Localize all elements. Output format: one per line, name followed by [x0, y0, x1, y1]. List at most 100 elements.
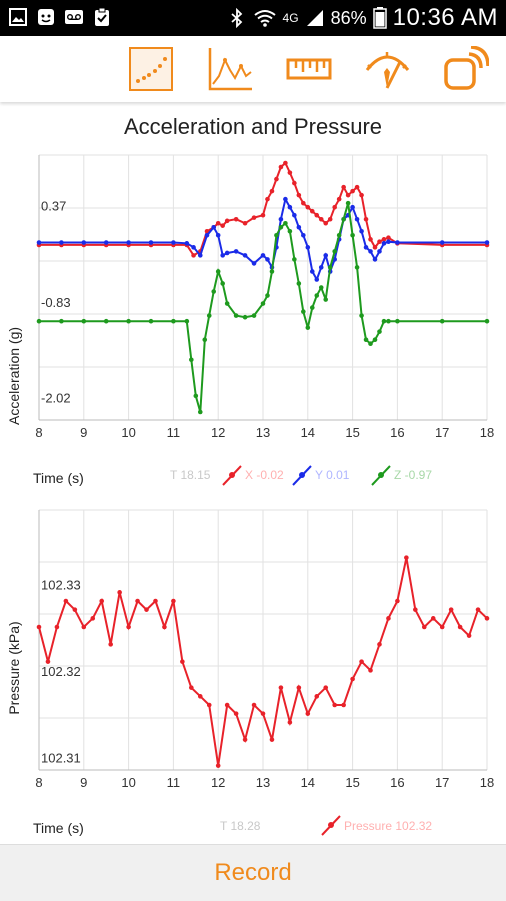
chart-title: Acceleration and Pressure [123, 114, 383, 139]
data-point [99, 598, 105, 604]
data-point [215, 269, 221, 274]
data-point [126, 624, 131, 630]
data-point [251, 215, 257, 220]
chart-grid [38, 509, 488, 771]
data-point [309, 305, 315, 310]
toolbar [0, 36, 506, 102]
data-point [260, 253, 266, 258]
data-point [309, 208, 315, 214]
legend-z-marker [371, 465, 391, 486]
data-point [475, 607, 481, 612]
x-tick-label: 14 [301, 775, 315, 790]
y-tick-label: -2.02 [41, 391, 71, 406]
battery-percent: 86% [330, 7, 367, 28]
data-point [117, 590, 122, 595]
x-tick-label: 18 [480, 425, 494, 440]
x-tick-label: 9 [80, 775, 87, 790]
data-point [332, 702, 337, 708]
x-tick-label: 14 [301, 425, 315, 440]
data-point [413, 607, 418, 612]
data-point [354, 184, 360, 190]
data-point [220, 281, 225, 286]
data-point [274, 176, 279, 182]
record-button[interactable]: Record [214, 859, 292, 886]
data-point [305, 245, 311, 250]
data-point [368, 237, 373, 242]
y-tick-label: 102.31 [41, 751, 81, 766]
data-point [314, 293, 320, 298]
data-point [314, 212, 320, 218]
meter-icon[interactable] [364, 46, 410, 92]
data-point [359, 313, 364, 318]
data-point [336, 196, 342, 202]
data-point [484, 616, 490, 621]
data-point [359, 228, 364, 234]
network-type: 4G [282, 11, 299, 25]
data-point [251, 313, 257, 318]
data-point [197, 409, 203, 415]
x-tick-label: 11 [167, 775, 181, 790]
y-tick-label: -0.83 [41, 295, 71, 310]
x-tick-label: 18 [480, 775, 494, 790]
data-point [148, 318, 154, 324]
data-point [430, 616, 436, 621]
data-point [327, 216, 333, 222]
data-point [377, 239, 382, 245]
data-point [171, 240, 176, 245]
data-point [269, 269, 275, 274]
data-point [377, 249, 382, 254]
x-axis-label: Time (s) [33, 470, 84, 486]
data-point [314, 277, 320, 282]
data-point [287, 720, 293, 725]
data-point [350, 233, 355, 238]
data-point [260, 711, 266, 716]
data-point [305, 204, 311, 210]
series-pressure [36, 555, 490, 768]
legend-time: T 18.28 [220, 819, 261, 833]
data-point [269, 737, 275, 742]
data-point [215, 763, 221, 768]
data-point [372, 337, 378, 342]
legend-z: Z -0.97 [394, 468, 432, 482]
data-point [404, 555, 409, 560]
gallery-notification-icon [9, 8, 27, 26]
data-point [233, 313, 239, 318]
legend-x-marker [222, 465, 242, 486]
data-point [224, 301, 230, 306]
data-point [103, 240, 109, 245]
data-point [251, 261, 257, 266]
data-point [215, 220, 221, 226]
voicemail-notification-icon [65, 10, 83, 24]
x-tick-label: 8 [35, 775, 42, 790]
data-point [215, 233, 221, 238]
data-point [381, 237, 387, 242]
data-point [144, 607, 149, 612]
x-tick-label: 17 [435, 775, 449, 790]
data-point [126, 318, 131, 324]
data-point [296, 192, 302, 198]
data-point [292, 212, 297, 218]
connect-icon[interactable] [443, 46, 489, 92]
data-point [148, 240, 154, 245]
x-tick-label: 10 [121, 775, 135, 790]
data-point [318, 285, 324, 290]
data-point [265, 196, 270, 202]
data-point [305, 711, 311, 716]
y-axis-label: Acceleration (g) [6, 327, 22, 425]
line-graph-icon[interactable] [207, 46, 253, 92]
scatter-plot-icon[interactable] [128, 46, 174, 92]
data-point [368, 668, 373, 673]
legend-y: Y 0.01 [315, 468, 350, 482]
data-point [377, 642, 382, 647]
data-point [363, 216, 369, 222]
data-point [233, 711, 239, 716]
data-point [135, 598, 140, 604]
data-point [466, 633, 472, 638]
data-point [59, 240, 64, 245]
data-point [242, 737, 248, 742]
ruler-icon[interactable] [286, 46, 332, 92]
x-tick-label: 12 [211, 775, 225, 790]
data-point [386, 616, 391, 621]
x-tick-label: 15 [345, 775, 359, 790]
data-point [233, 249, 239, 254]
